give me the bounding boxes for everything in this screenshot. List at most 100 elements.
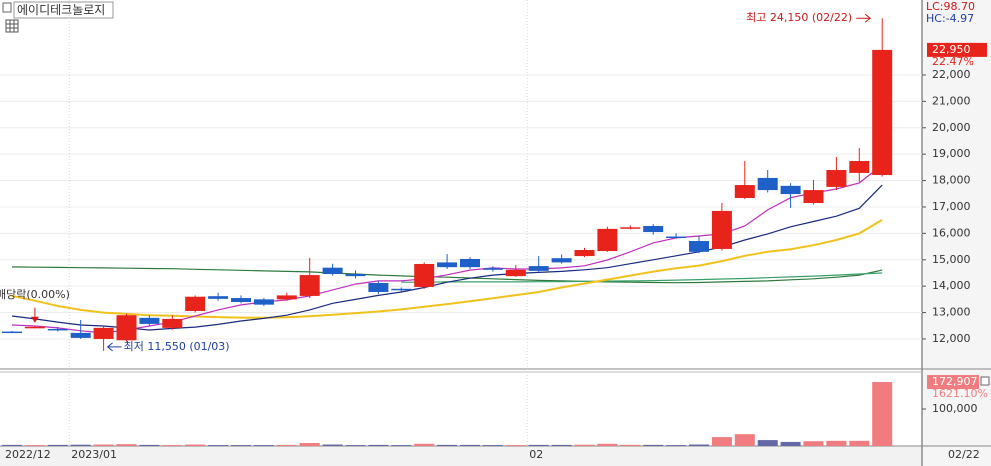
volume-bar [826, 440, 847, 446]
candle-body [643, 225, 664, 233]
volume-bar [322, 444, 343, 446]
dividend-marker [30, 316, 39, 323]
candle-body [666, 236, 687, 239]
volume-bar [803, 441, 824, 446]
y-tick-label: 17,000 [932, 200, 971, 213]
volume-bar [276, 444, 297, 446]
volume-marker-box [927, 375, 979, 390]
volume-bar [185, 444, 206, 446]
candle-body [93, 327, 114, 339]
volume-bar [872, 382, 893, 446]
volume-bar [2, 444, 22, 446]
candle-body [711, 210, 732, 249]
last-date-label: 02/22 [948, 448, 980, 461]
candle-body [849, 161, 870, 173]
low-arrow [106, 342, 122, 352]
volume-bar [460, 444, 480, 446]
candle-body [345, 274, 366, 277]
menu-icon[interactable] [2, 2, 12, 13]
candle-body [734, 185, 755, 198]
volume-bar [505, 445, 526, 446]
volume-bar [231, 445, 251, 446]
x-tick-label: 2022/12 [5, 448, 51, 461]
volume-bar [643, 444, 664, 446]
y-tick-label: 18,000 [932, 174, 971, 187]
x-tick-label: 2023/01 [71, 448, 117, 461]
x-tick-label: 02 [529, 448, 543, 461]
volume-bar [368, 444, 389, 446]
candle-body [460, 258, 480, 268]
moving-average-line [11, 266, 883, 284]
volume-bar [299, 443, 320, 446]
chart-title: 에이디테크놀로지 [17, 3, 105, 17]
lc-indicator: LC:98.70 [926, 0, 975, 13]
candle-body [47, 328, 68, 331]
candle-body [414, 263, 435, 287]
candle-body [368, 282, 389, 292]
volume-bar [574, 444, 595, 446]
candle-body [551, 258, 572, 263]
high-arrow [856, 13, 872, 23]
volume-bar [757, 440, 778, 446]
candle-body [872, 49, 893, 176]
y-tick-label: 100,000 [932, 402, 978, 415]
volume-change-label: 1621.10% [932, 387, 988, 400]
dividend-annotation: 배당락(0.00%) [0, 288, 70, 301]
low-annotation: 최저 11,550 (01/03) [124, 340, 230, 353]
volume-bar [47, 444, 68, 446]
candle-body [208, 296, 229, 299]
candle-body [162, 318, 183, 328]
price-marker-label: 22,950 [932, 43, 971, 56]
y-tick-label: 13,000 [932, 306, 971, 319]
y-tick-label: 16,000 [932, 226, 971, 239]
candle-body [70, 332, 91, 338]
price-change-label: 22.47% [932, 55, 974, 68]
candle-body [437, 262, 458, 268]
y-tick-label: 19,000 [932, 147, 971, 160]
grid-icon[interactable] [5, 19, 19, 33]
close-icon[interactable] [980, 376, 990, 386]
candle-body [139, 317, 160, 324]
candle-body [803, 190, 824, 204]
volume-value-label: 172,907 [932, 375, 978, 388]
volume-bar [551, 444, 572, 446]
y-tick-label: 22,000 [932, 68, 971, 81]
volume-bar [689, 444, 709, 446]
moving-average-line [11, 164, 883, 334]
candle-body [826, 170, 847, 187]
candle-body [299, 275, 320, 296]
candle-body [482, 268, 503, 270]
volume-bar [780, 441, 801, 446]
y-tick-label: 21,000 [932, 94, 971, 107]
candle-body [116, 315, 137, 341]
volume-bar [70, 444, 91, 446]
candle-body [597, 228, 618, 252]
volume-bar [139, 444, 160, 446]
candle-body [24, 326, 45, 329]
volume-bar [116, 444, 137, 446]
moving-average-line [401, 272, 883, 283]
volume-bar [162, 445, 183, 446]
volume-bar [597, 443, 618, 446]
candle-body [231, 298, 251, 303]
volume-bar [345, 445, 366, 446]
candle-body [620, 227, 641, 229]
y-tick-label: 12,000 [932, 332, 971, 345]
candle-body [574, 249, 595, 257]
moving-average-line [11, 184, 883, 331]
candle-body [185, 296, 206, 311]
volume-bar [437, 444, 458, 446]
volume-bar [482, 445, 503, 446]
volume-bar [734, 434, 755, 446]
date-axis-strip [0, 446, 922, 466]
candle-body [528, 266, 549, 271]
price-marker-box [927, 42, 987, 57]
volume-bar [24, 445, 45, 446]
candle-body [757, 177, 778, 191]
candle-body [253, 299, 274, 305]
volume-bar [849, 440, 870, 446]
candle-body [276, 295, 297, 300]
volume-bar [620, 444, 641, 446]
volume-bar [208, 445, 229, 446]
